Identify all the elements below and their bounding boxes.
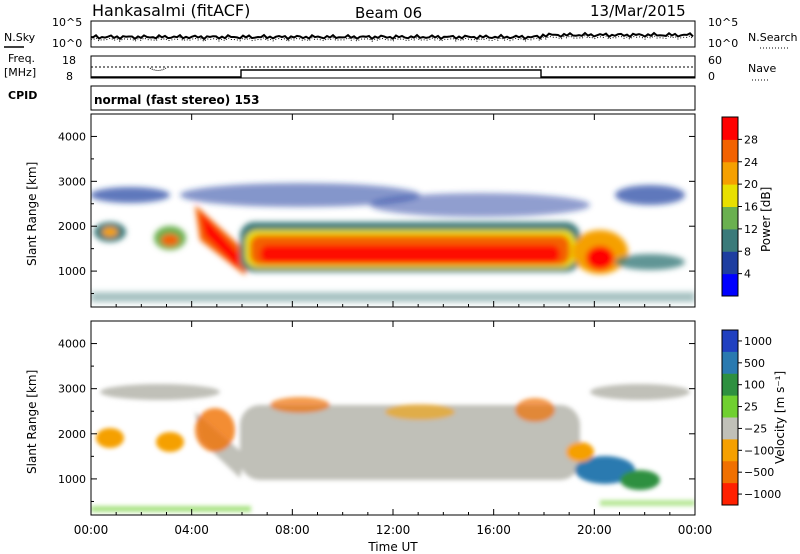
velocity-colorbar-label: 100 <box>744 379 765 392</box>
power-colorbar: 4 8 12 16 20 24 28 <box>721 116 758 297</box>
power-colorbar-label: 20 <box>744 178 758 191</box>
freq-label-2: [MHz] <box>4 66 36 79</box>
frequency-trace <box>91 69 695 78</box>
power-colorbar-swatch <box>722 139 738 163</box>
velocity-ylabel: Slant Range [km] <box>25 370 39 474</box>
power-colorbar-swatch <box>722 228 738 252</box>
velocity-colorbar-label: −1000 <box>744 488 781 501</box>
velocity-colorbar-swatch <box>722 461 738 484</box>
velocity-ytick-label: 1000 <box>58 473 86 486</box>
noise-search-label: N.Search <box>748 31 798 44</box>
velocity-panel: 1000 2000 3000 4000 Slant Range [km] 1000 50… <box>25 320 787 516</box>
power-colorbar-label: 12 <box>744 223 758 236</box>
power-colorbar-swatch <box>722 117 738 140</box>
velocity-colorbar-swatch <box>722 439 738 462</box>
velocity-colorbar-label: 1000 <box>744 335 772 348</box>
velocity-colorbar-label: −100 <box>744 444 774 457</box>
noise-search-trace <box>90 34 694 43</box>
cpid-text: normal (fast stereo) 153 <box>94 93 260 107</box>
power-colorbar-swatch <box>722 206 738 230</box>
time-tick-label: 04:00 <box>174 523 209 537</box>
velocity-echo-field <box>91 384 695 512</box>
velocity-colorbar-label: −500 <box>744 466 774 479</box>
power-colorbar-swatch <box>722 251 738 275</box>
velocity-colorbar-label: 25 <box>744 401 758 414</box>
power-ytick-label: 2000 <box>58 220 86 233</box>
velocity-ytick-label: 3000 <box>58 383 86 396</box>
time-axis-label: Time UT <box>367 540 418 554</box>
nave-label: Nave <box>748 62 776 75</box>
power-colorbar-swatch <box>722 184 738 207</box>
velocity-colorbar-swatch <box>722 373 738 397</box>
power-panel: 1000 2000 3000 4000 Slant Range [km] 4 8 12 16… <box>25 113 773 308</box>
velocity-colorbar-swatch <box>722 417 738 440</box>
noise-panel: N.Sky 10^5 10^0 10^5 10^0 N.Search <box>4 16 798 50</box>
velocity-colorbar: 1000 500 100 25 −25 −100 −500 −1000 <box>721 329 781 506</box>
noise-left-tick-top: 10^5 <box>52 16 82 29</box>
velocity-colorbar-swatch <box>722 395 738 418</box>
power-colorbar-label: 8 <box>744 245 751 258</box>
power-ylabel: Slant Range [km] <box>25 162 39 266</box>
date-label: 13/Mar/2015 <box>590 2 686 20</box>
time-tick-label: 12:00 <box>376 523 411 537</box>
power-colorbar-label: 28 <box>744 133 758 146</box>
nave-dip <box>149 67 167 71</box>
power-colorbar-label: 24 <box>744 156 758 169</box>
velocity-colorbar-label: Velocity [m s⁻¹] <box>773 371 787 464</box>
noise-sky-label: N.Sky <box>4 31 36 44</box>
noise-right-tick-bottom: 10^0 <box>708 37 738 50</box>
velocity-colorbar-label: 500 <box>744 357 765 370</box>
velocity-colorbar-label: −25 <box>744 422 767 435</box>
beam-label: Beam 06 <box>355 4 422 22</box>
cpid-panel: CPID normal (fast stereo) 153 <box>8 85 696 111</box>
noise-right-tick-top: 10^5 <box>708 16 738 29</box>
time-tick-label: 20:00 <box>577 523 612 537</box>
velocity-ytick-label: 4000 <box>58 338 86 351</box>
power-colorbar-label: Power [dB] <box>759 187 773 252</box>
power-echo-field <box>91 183 695 302</box>
power-ytick-label: 1000 <box>58 265 86 278</box>
velocity-colorbar-frame <box>721 329 739 506</box>
nave-tick-top: 60 <box>708 54 722 67</box>
noise-sky-trace <box>90 31 694 41</box>
cpid-label: CPID <box>8 89 37 102</box>
freq-tick-bottom: 8 <box>66 70 73 83</box>
time-tick-label: 08:00 <box>275 523 310 537</box>
power-colorbar-swatch <box>722 273 738 297</box>
velocity-ytick-label: 2000 <box>58 428 86 441</box>
time-axis: 00:00 04:00 08:00 12:00 16:00 20:00 00:00 <box>74 114 713 537</box>
power-colorbar-label: 16 <box>744 201 758 214</box>
power-ytick-label: 3000 <box>58 175 86 188</box>
noise-left-tick-bottom: 10^0 <box>52 37 82 50</box>
velocity-colorbar-swatch <box>722 483 738 506</box>
velocity-colorbar-swatch <box>722 351 738 375</box>
frequency-panel: Freq. [MHz] 18 8 60 0 Nave <box>4 52 776 83</box>
freq-label-1: Freq. <box>8 52 35 65</box>
power-colorbar-label: 4 <box>744 268 751 281</box>
nave-tick-bottom: 0 <box>708 70 715 83</box>
station-title: Hankasalmi (fitACF) <box>92 1 250 20</box>
power-colorbar-swatch <box>722 161 738 185</box>
power-ytick-label: 4000 <box>58 130 86 143</box>
velocity-colorbar-swatch <box>722 330 738 353</box>
time-tick-label: 00:00 <box>678 523 713 537</box>
time-tick-label: 00:00 <box>74 523 109 537</box>
time-tick-label: 16:00 <box>476 523 511 537</box>
freq-tick-top: 18 <box>62 54 76 67</box>
